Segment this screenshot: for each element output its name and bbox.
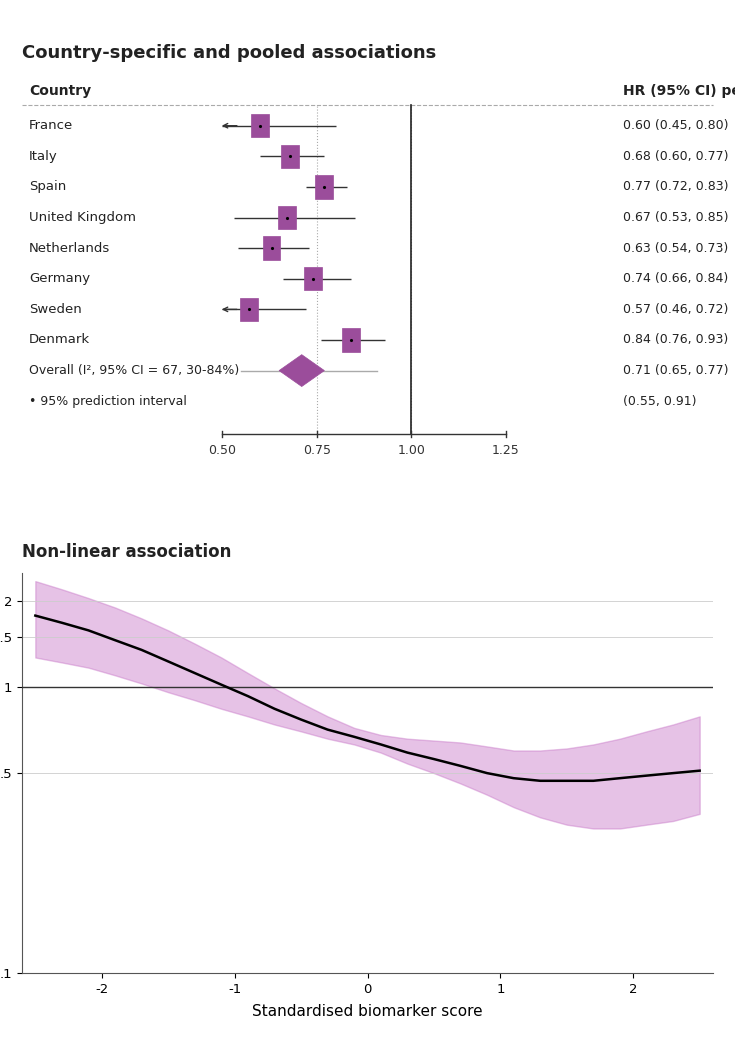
- Bar: [251, 114, 269, 137]
- Bar: [282, 144, 299, 168]
- Text: Country-specific and pooled associations: Country-specific and pooled associations: [22, 44, 437, 62]
- Bar: [315, 175, 334, 199]
- Polygon shape: [279, 355, 324, 387]
- Text: Overall (I², 95% CI = 67, 30-84%): Overall (I², 95% CI = 67, 30-84%): [29, 364, 239, 378]
- Text: 1.00: 1.00: [398, 445, 425, 457]
- Text: • 95% prediction interval: • 95% prediction interval: [29, 394, 187, 408]
- Text: Denmark: Denmark: [29, 334, 90, 346]
- X-axis label: Standardised biomarker score: Standardised biomarker score: [252, 1004, 483, 1019]
- Text: United Kingdom: United Kingdom: [29, 211, 136, 224]
- Text: 0.71 (0.65, 0.77): 0.71 (0.65, 0.77): [623, 364, 728, 378]
- Text: Sweden: Sweden: [29, 303, 82, 316]
- Text: France: France: [29, 119, 74, 132]
- Text: 0.68 (0.60, 0.77): 0.68 (0.60, 0.77): [623, 150, 728, 163]
- Text: Non-linear association: Non-linear association: [22, 543, 232, 561]
- Text: 1.25: 1.25: [492, 445, 520, 457]
- Text: 0.75: 0.75: [303, 445, 331, 457]
- Text: (0.55, 0.91): (0.55, 0.91): [623, 394, 697, 408]
- Text: 0.84 (0.76, 0.93): 0.84 (0.76, 0.93): [623, 334, 728, 346]
- Text: 0.60 (0.45, 0.80): 0.60 (0.45, 0.80): [623, 119, 728, 132]
- Text: 0.57 (0.46, 0.72): 0.57 (0.46, 0.72): [623, 303, 728, 316]
- Bar: [240, 298, 258, 321]
- Text: Country: Country: [29, 84, 91, 97]
- Text: Spain: Spain: [29, 181, 66, 194]
- Text: HR (95% CI) per 1 SD: HR (95% CI) per 1 SD: [623, 84, 735, 97]
- Bar: [278, 206, 295, 229]
- Text: 0.74 (0.66, 0.84): 0.74 (0.66, 0.84): [623, 272, 728, 286]
- Bar: [342, 328, 360, 351]
- Text: 0.50: 0.50: [209, 445, 237, 457]
- Bar: [262, 236, 281, 259]
- Text: Germany: Germany: [29, 272, 90, 286]
- Text: Italy: Italy: [29, 150, 58, 163]
- Text: Netherlands: Netherlands: [29, 242, 110, 254]
- Text: 0.63 (0.54, 0.73): 0.63 (0.54, 0.73): [623, 242, 728, 254]
- Text: 0.67 (0.53, 0.85): 0.67 (0.53, 0.85): [623, 211, 728, 224]
- Bar: [304, 267, 322, 291]
- Text: 0.77 (0.72, 0.83): 0.77 (0.72, 0.83): [623, 181, 728, 194]
